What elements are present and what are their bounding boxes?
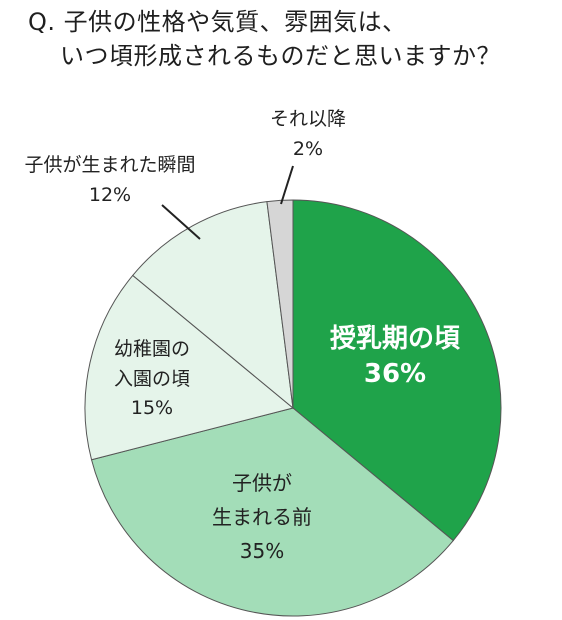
leader-line-3: [161, 204, 201, 240]
slice-value-3: 12%: [89, 184, 131, 206]
pie-slice-1: [90, 407, 454, 617]
slice-value-4: 2%: [293, 138, 323, 160]
slice-label-2-line-0: 幼稚園の: [114, 338, 190, 360]
slice-value-1: 35%: [240, 539, 284, 563]
slice-label-4-line-0: それ以降: [270, 108, 346, 130]
pie-slice-3: [132, 201, 294, 410]
chart-title-line-2: いつ頃形成されるものだと思いますか？: [60, 42, 501, 70]
slice-value-2: 15%: [131, 397, 173, 419]
pie-slice-0: [292, 199, 502, 542]
slice-label-0-line-0: 授乳期の頃: [330, 324, 461, 354]
slice-value-0: 36%: [364, 359, 426, 389]
pie-slice-4: [266, 199, 294, 409]
leader-line-4: [280, 165, 294, 205]
chart-title-line-1: Q. 子供の性格や気質、雰囲気は、: [28, 8, 407, 36]
slice-label-2-line-1: 入園の頃: [114, 368, 190, 390]
slice-label-3-line-0: 子供が生まれた瞬間: [24, 154, 195, 176]
slice-label-1-line-1: 生まれる前: [212, 505, 312, 529]
pie-slice-2: [84, 274, 295, 461]
slice-label-1-line-0: 子供が: [232, 471, 292, 495]
